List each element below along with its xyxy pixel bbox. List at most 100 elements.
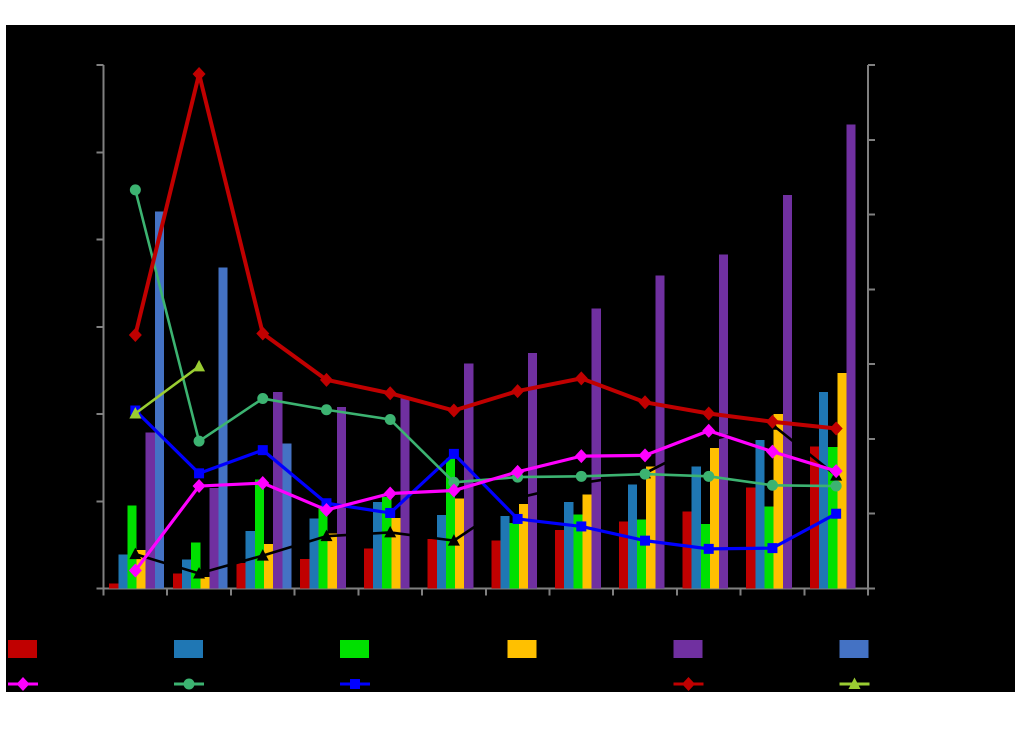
bar <box>254 479 264 589</box>
bar <box>363 548 374 589</box>
bar <box>846 124 856 589</box>
triangle-marker <box>702 433 715 446</box>
diamond-marker <box>829 421 843 436</box>
bar <box>118 554 128 589</box>
legend-item-dark-red-diamond-line <box>673 677 704 691</box>
bar <box>709 448 720 589</box>
bar <box>700 523 710 589</box>
legend-item-sea-green-circle-line <box>174 678 204 690</box>
bar <box>491 540 501 589</box>
circle-marker <box>703 470 715 482</box>
diamond-marker <box>638 395 652 410</box>
legend-item-yellow-green-triangle-line <box>839 677 870 689</box>
bar <box>591 308 601 589</box>
legend-swatch-purple-bars <box>673 640 703 658</box>
legend-item-purple-bars <box>673 640 703 658</box>
diamond-marker <box>447 403 461 418</box>
triangle-marker <box>256 549 269 561</box>
bar <box>773 414 783 589</box>
line-path <box>133 429 838 573</box>
diamond-marker <box>682 677 695 691</box>
bar-series-royal-blue-bars <box>154 211 292 589</box>
bar <box>318 505 328 589</box>
bar <box>373 502 383 589</box>
bar <box>500 516 510 589</box>
bar <box>209 488 219 589</box>
bar <box>682 511 692 589</box>
circle-marker <box>575 470 587 482</box>
bar <box>646 466 656 589</box>
bar <box>618 521 628 589</box>
bar <box>573 514 583 589</box>
square-marker <box>448 448 459 459</box>
circle-marker <box>384 413 396 425</box>
line-path <box>134 423 838 575</box>
diamond-marker <box>192 66 206 81</box>
bar <box>172 573 182 589</box>
diamond-marker <box>574 449 588 464</box>
triangle-marker <box>447 534 460 546</box>
bar <box>637 519 647 589</box>
legend-swatch-steel-blue-bars <box>174 640 203 658</box>
bar <box>191 542 201 589</box>
circle-marker <box>320 404 332 416</box>
triangle-marker <box>384 525 397 538</box>
bar <box>455 498 465 589</box>
bar <box>327 533 337 589</box>
bar <box>555 530 565 589</box>
bar <box>755 440 765 589</box>
bar <box>691 466 701 589</box>
square-marker <box>385 507 396 518</box>
diamond-marker <box>192 479 206 494</box>
bar <box>719 254 729 589</box>
bar <box>746 487 756 589</box>
bar-series-green-bars <box>127 447 838 589</box>
legend-item-black-triangle-line <box>507 677 538 689</box>
square-marker <box>576 521 587 532</box>
triangle-marker <box>320 529 333 542</box>
line-path <box>133 408 838 551</box>
bar-series-dark-red-bars <box>109 446 820 589</box>
triangle-marker <box>575 476 588 489</box>
legend-item-steel-blue-bars <box>174 640 203 658</box>
circle-marker <box>766 479 778 491</box>
line-series-magenta-diamond-line <box>128 423 843 578</box>
bar <box>145 432 155 589</box>
legend-item-dark-red-bars <box>8 640 37 658</box>
square-marker <box>831 508 842 519</box>
bar <box>382 496 392 589</box>
line-path <box>134 365 201 415</box>
square-marker <box>767 543 778 554</box>
line-series-dark-red-diamond-line <box>128 66 843 436</box>
square-marker <box>512 513 523 524</box>
line-series-yellow-green-triangle-line <box>129 359 206 419</box>
circle-marker <box>257 393 269 405</box>
legend-item-green-bars <box>340 640 369 658</box>
bar <box>109 583 119 589</box>
diamond-marker <box>765 414 779 429</box>
bar <box>445 458 456 589</box>
circle-marker <box>639 468 651 480</box>
bar <box>782 195 792 589</box>
square-marker <box>640 535 651 546</box>
bar <box>564 502 574 589</box>
circle-marker <box>183 678 195 690</box>
diamond-marker <box>638 448 652 463</box>
legend-swatch-gold-bars <box>507 640 537 658</box>
legend-swatch-green-bars <box>340 640 369 658</box>
diamond-marker <box>574 371 588 386</box>
diamond-marker <box>829 464 843 479</box>
bar-series-gold-bars <box>136 372 847 589</box>
diamond-marker <box>511 384 525 399</box>
legend-item-gold-bars <box>507 640 537 658</box>
bar <box>127 505 137 589</box>
diamond-marker <box>765 444 779 459</box>
triangle-marker <box>193 359 206 372</box>
square-marker <box>257 445 268 456</box>
bar <box>518 503 528 589</box>
legend-swatch-dark-red-bars <box>8 640 37 658</box>
triangle-marker <box>848 677 861 689</box>
bar <box>300 558 310 589</box>
